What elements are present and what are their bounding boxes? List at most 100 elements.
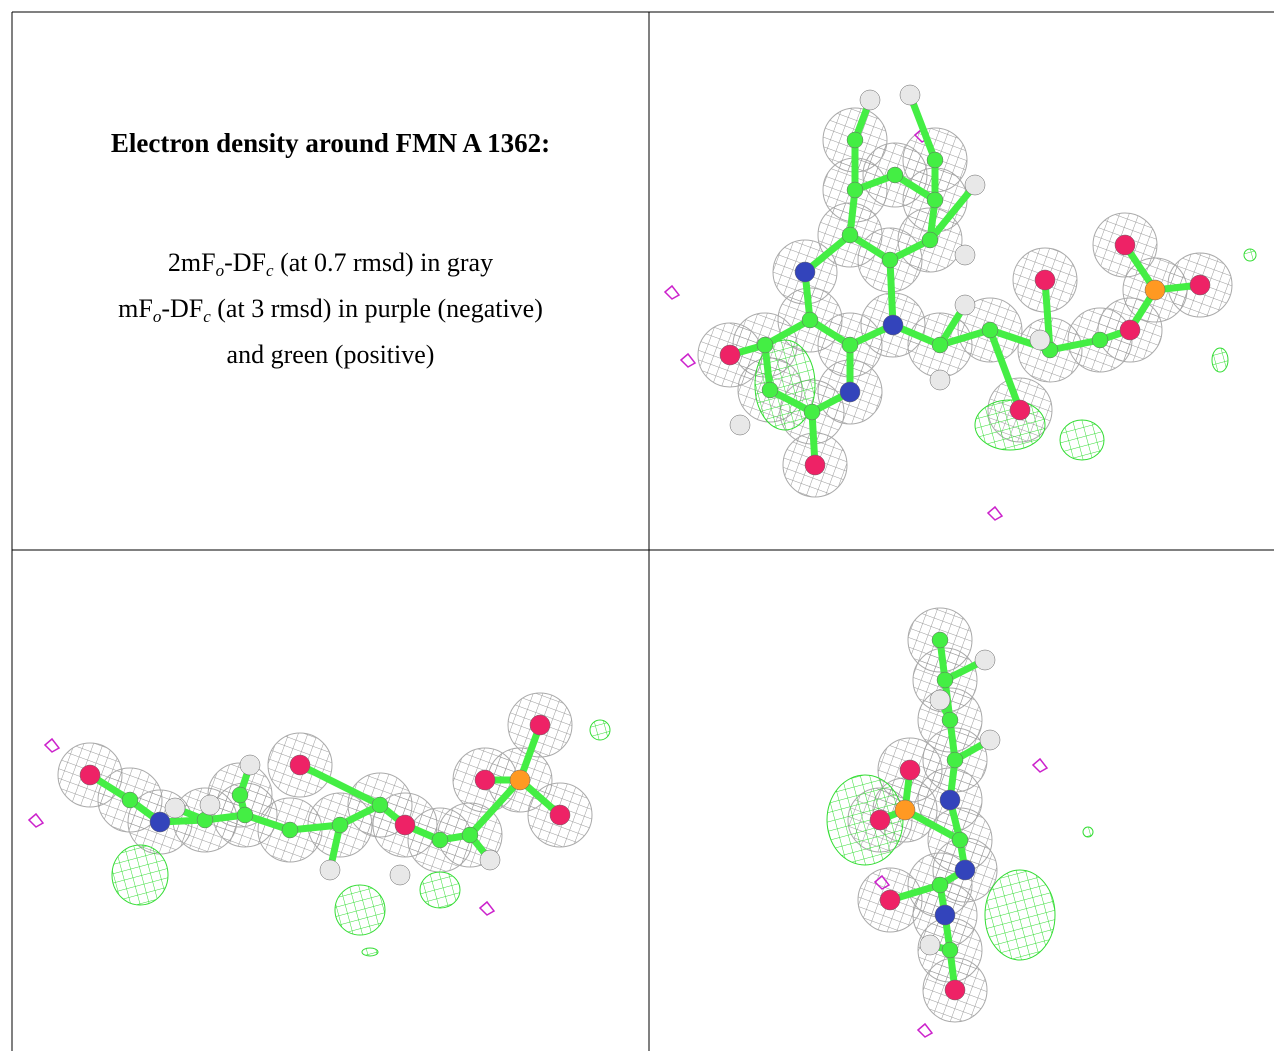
atom xyxy=(1091,331,1109,349)
atom xyxy=(479,849,501,871)
atom xyxy=(926,151,944,169)
atom xyxy=(803,403,821,421)
positive-density xyxy=(984,869,1056,961)
atom xyxy=(431,831,449,849)
atom xyxy=(919,934,941,956)
positive-density xyxy=(334,884,386,936)
atom xyxy=(549,804,571,826)
atom xyxy=(331,816,349,834)
atom xyxy=(199,794,221,816)
atom xyxy=(1144,279,1166,301)
atom xyxy=(1114,234,1136,256)
atom xyxy=(529,714,551,736)
atom xyxy=(149,811,171,833)
legend-text: -DF xyxy=(224,248,267,277)
atom xyxy=(964,174,986,196)
atom xyxy=(981,321,999,339)
atom xyxy=(841,336,859,354)
atom xyxy=(931,336,949,354)
atom xyxy=(794,261,816,283)
atom xyxy=(319,859,341,881)
figure-title: Electron density around FMN A 1362: xyxy=(110,128,551,158)
atom xyxy=(882,314,904,336)
legend-text: c xyxy=(203,307,211,326)
legend-text: -DF xyxy=(161,294,204,323)
atom xyxy=(839,381,861,403)
negative-density xyxy=(986,505,1004,521)
atom xyxy=(1009,399,1031,421)
atom xyxy=(1034,269,1056,291)
legend-text: (at 3 rmsd) in purple (negative) xyxy=(210,294,543,323)
atom xyxy=(929,369,951,391)
atom xyxy=(756,336,774,354)
atom xyxy=(79,764,101,786)
atom xyxy=(954,294,976,316)
negative-density xyxy=(663,284,681,300)
atom xyxy=(944,979,966,1001)
atom xyxy=(941,711,959,729)
positive-density xyxy=(974,399,1046,451)
bond xyxy=(901,806,964,844)
positive-density xyxy=(419,871,461,909)
positive-density xyxy=(1211,347,1229,373)
atom xyxy=(236,806,254,824)
bond xyxy=(886,256,897,329)
legend-line: and green (positive) xyxy=(12,336,649,374)
atom xyxy=(389,864,411,886)
negative-density xyxy=(679,352,697,368)
atom xyxy=(954,859,976,881)
negative-density xyxy=(1031,757,1049,773)
atom xyxy=(121,791,139,809)
atom xyxy=(894,799,916,821)
legend-text: (at 0.7 rmsd) in gray xyxy=(273,248,494,277)
atom xyxy=(846,131,864,149)
positive-density xyxy=(1059,419,1105,461)
bond xyxy=(1046,336,1104,354)
atom xyxy=(371,796,389,814)
atom xyxy=(926,191,944,209)
atom xyxy=(899,84,921,106)
bond xyxy=(936,326,994,349)
legend-text: 2mF xyxy=(167,248,216,277)
atom xyxy=(719,344,741,366)
atom xyxy=(879,889,901,911)
atom xyxy=(804,454,826,476)
bond xyxy=(466,776,524,839)
bond xyxy=(906,91,939,164)
legend-text: o xyxy=(152,307,162,326)
atom xyxy=(461,826,479,844)
positive-density xyxy=(1082,826,1094,838)
atom xyxy=(394,814,416,836)
atom xyxy=(1189,274,1211,296)
legend-text: c xyxy=(266,261,274,280)
positive-density xyxy=(1243,248,1257,262)
table-grid xyxy=(11,11,1274,1051)
legend-line: 2mFo-DFc (at 0.7 rmsd) in gray xyxy=(12,244,649,290)
positive-density xyxy=(589,719,611,741)
atom xyxy=(231,786,249,804)
negative-density xyxy=(916,1022,934,1038)
atom xyxy=(951,831,969,849)
atom xyxy=(281,821,299,839)
atom xyxy=(931,876,949,894)
atom xyxy=(761,381,779,399)
atom xyxy=(886,166,904,184)
atom xyxy=(899,759,921,781)
atom xyxy=(859,89,881,111)
atom xyxy=(729,414,751,436)
atom xyxy=(936,671,954,689)
atom xyxy=(474,769,496,791)
positive-density xyxy=(361,947,379,957)
legend-text: o xyxy=(215,261,225,280)
bond xyxy=(926,181,979,244)
atom xyxy=(929,689,951,711)
bond xyxy=(296,761,384,809)
atom xyxy=(869,809,891,831)
positive-density xyxy=(111,844,169,906)
atom xyxy=(846,181,864,199)
legend-line: mFo-DFc (at 3 rmsd) in purple (negative) xyxy=(12,290,649,336)
molecule-renderings xyxy=(27,84,1257,1038)
legend: 2mFo-DFc (at 0.7 rmsd) in gray mFo-DFc (a… xyxy=(12,244,649,374)
